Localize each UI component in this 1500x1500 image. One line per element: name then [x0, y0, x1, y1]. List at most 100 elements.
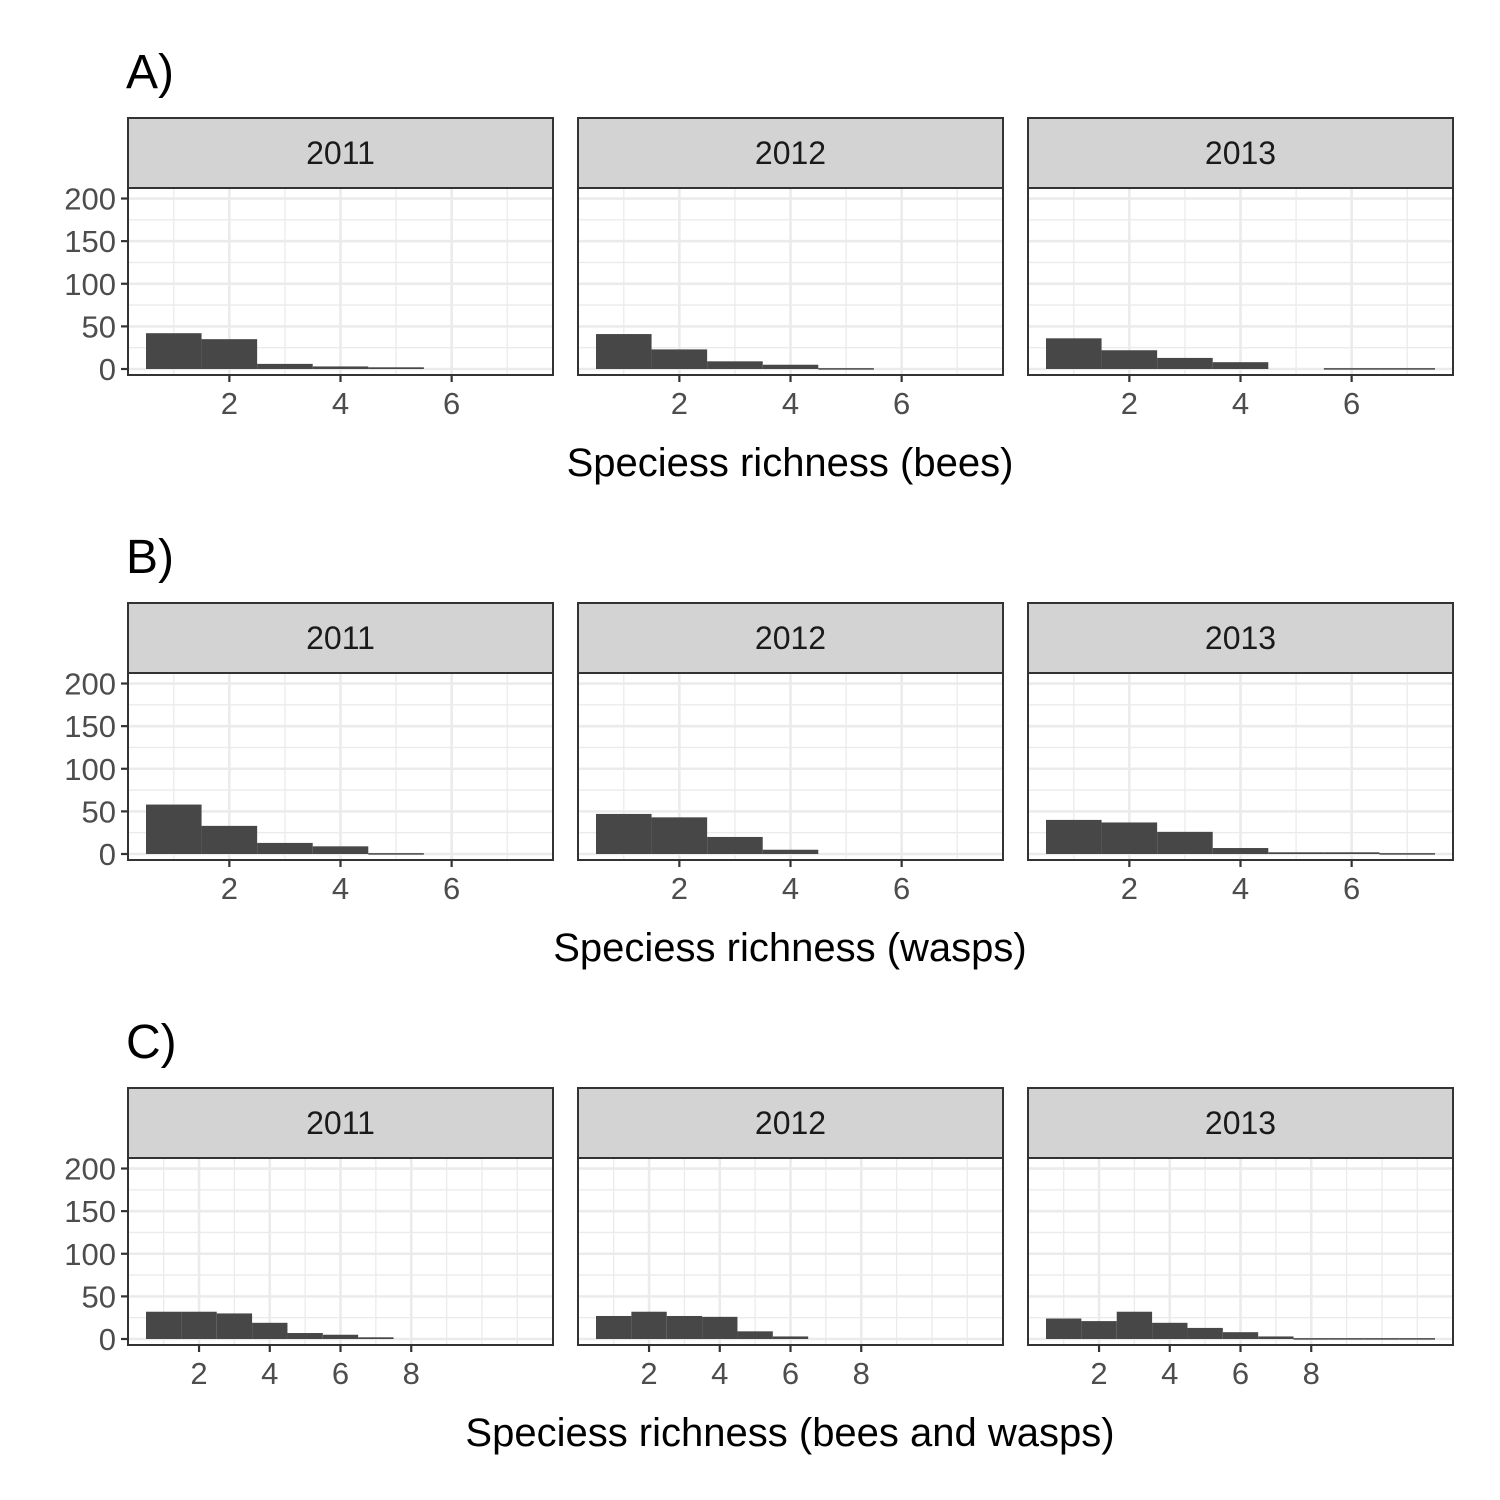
y-tick-label: 100 — [64, 267, 116, 302]
facet-strip — [1027, 1087, 1454, 1159]
facet-2012: 2012 2 4 6 — [577, 117, 1004, 421]
x-tick-label: 6 — [443, 871, 460, 906]
panel-label: C) — [126, 1016, 177, 1069]
histogram-bar — [596, 1315, 632, 1339]
histogram-bar — [651, 349, 708, 369]
x-tick-label: 2 — [671, 386, 688, 421]
x-axis-title: Speciess richness (wasps) — [553, 926, 1027, 970]
x-tick-label: 2 — [190, 1356, 207, 1391]
histogram-bar — [1046, 1318, 1082, 1339]
y-tick-label: 50 — [82, 1279, 116, 1314]
facet-2011: 2011 2 4 6 0 50 100 150 200 — [64, 602, 554, 906]
facet-strip-label: 2013 — [1205, 135, 1276, 171]
x-tick-label: 2 — [221, 386, 238, 421]
x-tick-label: 4 — [332, 386, 349, 421]
histogram-bar — [1364, 1338, 1400, 1340]
histogram-bar — [146, 804, 202, 854]
histogram-bar — [368, 367, 424, 369]
facet-strip — [577, 602, 1004, 674]
chart-row-2: C) 2011 2 4 6 8 0 50 100 150 200 2012 2 4 6 8 2013 2 4 6 8 Sp… — [64, 1016, 1454, 1455]
x-tick-label: 6 — [782, 1356, 799, 1391]
x-tick-label: 4 — [711, 1356, 728, 1391]
histogram-bar — [201, 825, 258, 854]
histogram-bar — [322, 1334, 359, 1339]
x-tick-label: 8 — [853, 1356, 870, 1391]
facet-strip-label: 2012 — [755, 1105, 826, 1141]
facet-strip — [1027, 602, 1454, 674]
histogram-bar — [1399, 1338, 1435, 1340]
histogram-bar — [762, 364, 819, 369]
histogram-bar — [1268, 852, 1324, 854]
x-tick-label: 6 — [332, 1356, 349, 1391]
facet-2013: 2013 2 4 6 — [1027, 117, 1454, 421]
histogram-bar — [257, 842, 313, 854]
y-tick-label: 0 — [99, 1322, 116, 1357]
x-tick-label: 2 — [1121, 871, 1138, 906]
x-tick-label: 2 — [671, 871, 688, 906]
histogram-bar — [1258, 1336, 1294, 1339]
x-tick-label: 6 — [443, 386, 460, 421]
x-tick-label: 4 — [1232, 386, 1249, 421]
y-tick-label: 150 — [64, 1194, 116, 1229]
histogram-bar — [737, 1331, 773, 1339]
facet-strip-label: 2013 — [1205, 620, 1276, 656]
histogram-bar — [596, 813, 652, 854]
panel-label: A) — [126, 46, 174, 99]
facet-2013: 2013 2 4 6 — [1027, 602, 1454, 906]
histogram-bar — [1187, 1327, 1223, 1339]
facet-strip — [127, 1087, 554, 1159]
facet-strip — [1027, 117, 1454, 189]
x-tick-label: 4 — [782, 871, 799, 906]
histogram-bar — [651, 817, 708, 854]
x-axis-title: Speciess richness (bees and wasps) — [465, 1411, 1114, 1455]
histogram-bar — [257, 363, 313, 369]
histogram-bar — [1101, 350, 1158, 369]
facet-2012: 2012 2 4 6 — [577, 602, 1004, 906]
x-tick-label: 2 — [640, 1356, 657, 1391]
facet-2011: 2011 2 4 6 0 50 100 150 200 — [64, 117, 554, 421]
y-tick-label: 100 — [64, 752, 116, 787]
facet-strip-label: 2012 — [755, 620, 826, 656]
facet-strip-label: 2011 — [306, 620, 375, 656]
histogram-bar — [1379, 853, 1435, 855]
histogram-bar — [146, 333, 202, 369]
histogram-bar — [312, 366, 369, 369]
histogram-bar — [596, 334, 652, 369]
x-tick-label: 6 — [893, 386, 910, 421]
chart-row-1: B) 2011 2 4 6 0 50 100 150 200 2012 2 4 6 2013 2 4 6 Speci… — [64, 531, 1454, 970]
histogram-bar — [1046, 819, 1102, 854]
histogram-bar — [1328, 1338, 1365, 1340]
x-tick-label: 6 — [1232, 1356, 1249, 1391]
facet-strip-label: 2012 — [755, 135, 826, 171]
histogram-bar — [1157, 357, 1213, 369]
facet-2013: 2013 2 4 6 8 — [1027, 1087, 1454, 1391]
histogram-bar — [216, 1313, 253, 1339]
x-tick-label: 2 — [221, 871, 238, 906]
y-tick-label: 150 — [64, 224, 116, 259]
histogram-bar — [252, 1322, 288, 1339]
histogram-bar — [1116, 1311, 1153, 1339]
histogram-bar — [1222, 1332, 1259, 1339]
y-tick-label: 0 — [99, 837, 116, 872]
histogram-bar — [1212, 848, 1269, 854]
facet-2011: 2011 2 4 6 8 0 50 100 150 200 — [64, 1087, 554, 1391]
histogram-bar — [1293, 1338, 1329, 1340]
histogram-bar — [631, 1311, 667, 1339]
histogram-bar — [1081, 1321, 1117, 1339]
histogram-bar — [772, 1336, 809, 1339]
y-tick-label: 200 — [64, 667, 116, 702]
histogram-bar — [368, 853, 424, 855]
y-tick-label: 150 — [64, 709, 116, 744]
histogram-bar — [1323, 368, 1380, 370]
histogram-bar — [287, 1333, 323, 1339]
histogram-bar — [1157, 831, 1213, 854]
histogram-bar — [181, 1311, 217, 1339]
x-tick-label: 6 — [893, 871, 910, 906]
facet-strip-label: 2013 — [1205, 1105, 1276, 1141]
x-tick-label: 4 — [1232, 871, 1249, 906]
y-tick-label: 200 — [64, 182, 116, 217]
x-tick-label: 4 — [1161, 1356, 1178, 1391]
histogram-bar — [146, 1311, 182, 1339]
facet-strip — [127, 602, 554, 674]
histogram-bar — [312, 846, 369, 854]
